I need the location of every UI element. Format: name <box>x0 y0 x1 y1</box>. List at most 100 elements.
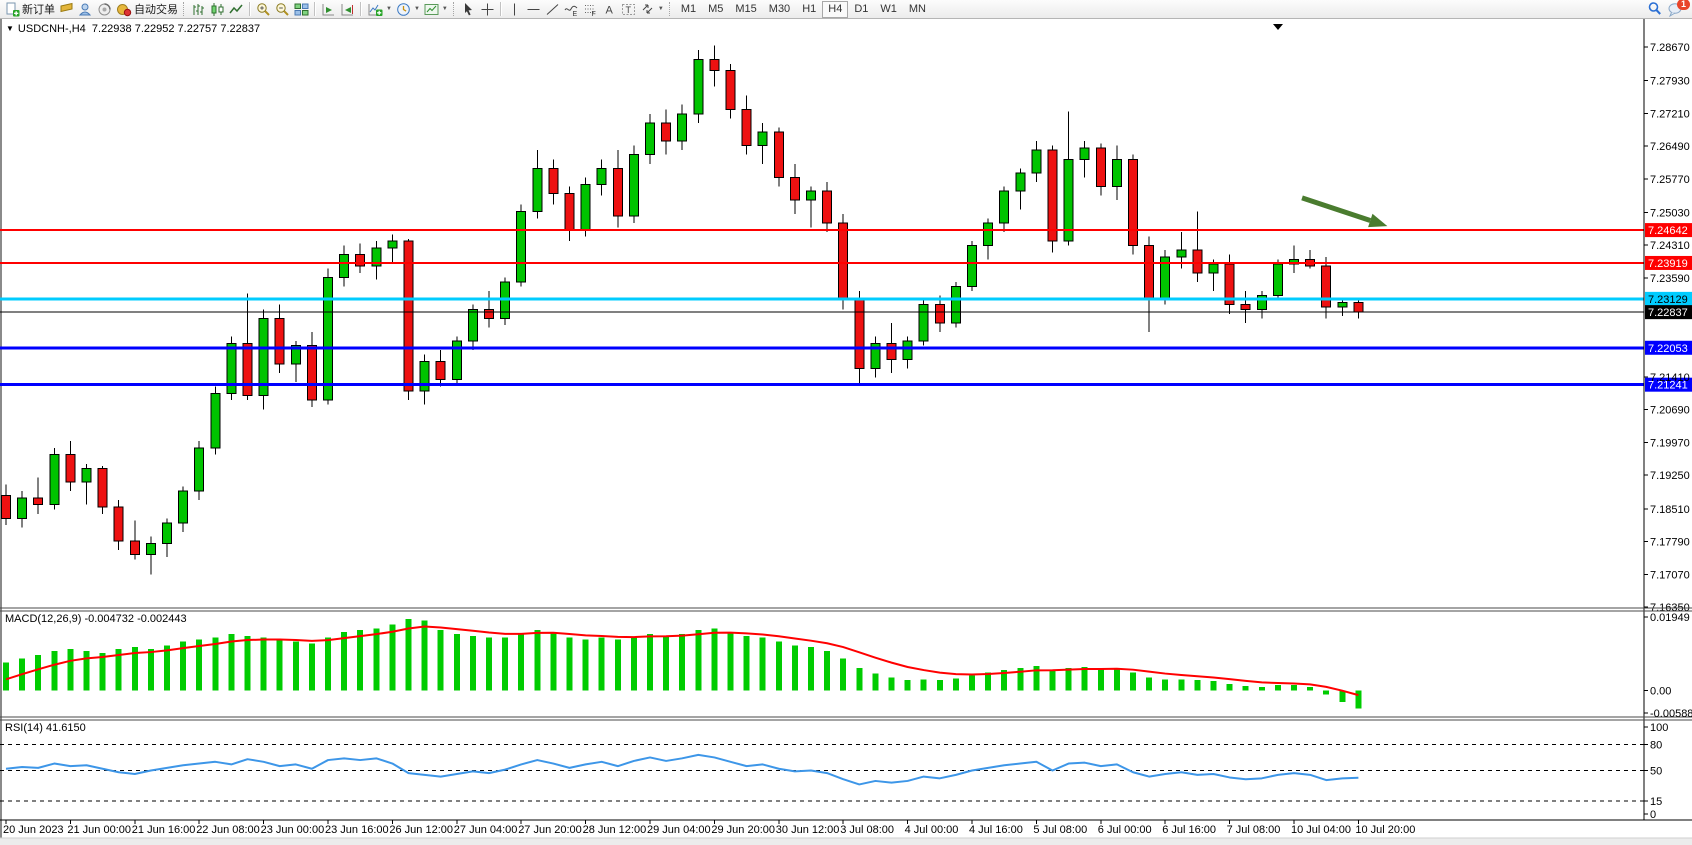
candle-bear <box>1047 149 1058 242</box>
text-label-button[interactable]: T <box>619 1 638 18</box>
toolbar-gripper <box>668 2 672 16</box>
candle-bull <box>902 340 913 360</box>
chart-ohlc-values: 7.22938 7.22952 7.22757 7.22837 <box>91 23 261 35</box>
scroll-to-end-marker[interactable] <box>1273 24 1283 30</box>
line-price-label: 7.23129 <box>1648 294 1688 306</box>
candle-bear <box>484 308 494 319</box>
bar-chart-button[interactable] <box>189 1 208 18</box>
trend-arrow-shaft[interactable] <box>1301 195 1372 223</box>
candle-bear <box>1144 245 1155 301</box>
time-axis-label: 26 Jun 12:00 <box>389 824 453 836</box>
vertical-line-button[interactable] <box>505 1 524 18</box>
candle-bull <box>194 447 205 492</box>
timeframe-H4-button[interactable]: H4 <box>822 0 849 18</box>
market-watch-button[interactable] <box>57 1 76 18</box>
toolbar-gripper <box>183 2 186 16</box>
chart-shift-button[interactable] <box>338 1 357 18</box>
time-axis-label: 29 Jun 04:00 <box>647 824 711 836</box>
data-window-button[interactable] <box>76 1 95 18</box>
line-price-label: 7.22053 <box>1648 343 1688 355</box>
text-label-icon: T <box>621 2 636 17</box>
zoom-in-icon <box>256 2 271 17</box>
line-chart-button[interactable] <box>227 1 246 18</box>
search-button[interactable] <box>1645 1 1665 18</box>
price-axis-label: 7.25770 <box>1650 174 1690 186</box>
candle-bear <box>1128 158 1138 247</box>
auto-scroll-button[interactable] <box>319 1 338 18</box>
toolbar-separator <box>360 2 362 16</box>
candlestick-series <box>1 45 1364 575</box>
timeframe-H1-button[interactable]: H1 <box>802 2 817 15</box>
timeframe-M15-button[interactable]: M15 <box>735 2 757 15</box>
candle-bear <box>242 342 253 397</box>
notifications-button[interactable]: 1 <box>1665 0 1690 18</box>
timeframe-W1-button[interactable]: W1 <box>880 2 897 15</box>
candle-bull <box>387 240 398 249</box>
line-chart-icon <box>229 2 244 17</box>
zoom-out-icon <box>275 2 290 17</box>
new-order-icon <box>5 2 20 17</box>
price-axis-label: 7.25030 <box>1650 207 1690 219</box>
new-order-button[interactable]: 新订单 <box>3 1 57 18</box>
candlestick-chart-button[interactable] <box>208 1 227 18</box>
timeframe-M1-button[interactable]: M1 <box>680 2 697 15</box>
candle-bull <box>1176 249 1187 258</box>
candle-bull <box>290 345 301 365</box>
time-axis-label: 27 Jun 20:00 <box>518 824 582 836</box>
indicators-button[interactable]: ▼ <box>365 1 394 18</box>
timeframe-M30-button[interactable]: M30 <box>768 2 791 15</box>
chart-shift-icon <box>340 2 355 17</box>
candle-bear <box>886 342 897 360</box>
tile-windows-button[interactable] <box>292 1 311 18</box>
time-axis-label: 21 Jun 00:00 <box>67 824 131 836</box>
rsi-indicator-label: RSI(14) 41.6150 <box>5 722 86 734</box>
periods-button[interactable]: ▼ <box>394 1 422 18</box>
templates-button[interactable]: ▼ <box>422 1 450 18</box>
candle-bear <box>65 454 76 483</box>
timeframe-D1-button[interactable]: D1 <box>854 2 869 15</box>
zoom-out-button[interactable] <box>273 1 292 18</box>
candle-bull <box>950 286 961 324</box>
arrows-button[interactable]: ▼ <box>638 1 666 18</box>
trend-arrow-head[interactable] <box>1368 213 1388 228</box>
clock-icon <box>396 2 411 17</box>
window-left-edge <box>0 19 2 845</box>
dropdown-caret: ▼ <box>657 6 664 12</box>
strategy-tester-button[interactable] <box>95 1 114 18</box>
horizontal-line-button[interactable] <box>524 1 543 18</box>
main-toolbar: 新订单 自动交易 ▼ ▼ ▼ E F A T ▼ M1 M5 M15 M30 H1 H4 D… <box>0 0 1692 19</box>
candle-bull <box>210 392 221 449</box>
timeframe-MN-button[interactable]: MN <box>908 2 926 15</box>
crosshair-icon <box>480 2 495 17</box>
text-button[interactable]: A <box>600 1 619 18</box>
data-window-icon <box>78 2 93 17</box>
market-watch-icon <box>59 2 74 17</box>
candle-bear <box>306 345 317 401</box>
candle-bull <box>967 245 977 288</box>
line-price-label-box <box>1645 305 1692 320</box>
auto-trading-icon <box>116 2 132 17</box>
crosshair-button[interactable] <box>478 1 497 18</box>
candle-bull <box>918 304 929 342</box>
chart-collapse-icon[interactable]: ▼ <box>6 24 14 33</box>
time-axis-label: 20 Jun 2023 <box>3 824 64 836</box>
svg-text:A: A <box>605 4 613 16</box>
candle-bear <box>1240 304 1251 310</box>
equidistant-channel-icon: E <box>564 2 579 17</box>
auto-trading-button[interactable]: 自动交易 <box>114 1 180 18</box>
fibonacci-button[interactable]: F <box>581 1 600 18</box>
line-price-label-box <box>1645 291 1692 306</box>
notification-badge: 1 <box>1677 0 1690 10</box>
candle-bull <box>17 497 28 519</box>
equidistant-channel-button[interactable]: E <box>562 1 581 18</box>
chart-symbol-period: USDCNH-,H4 <box>17 23 86 35</box>
cursor-button[interactable] <box>459 1 478 18</box>
candle-bear <box>934 304 945 324</box>
toolbar-separator <box>499 2 502 16</box>
zoom-in-button[interactable] <box>254 1 273 18</box>
timeframe-M5-button[interactable]: M5 <box>708 2 724 15</box>
candle-bear <box>789 176 800 201</box>
rsi-axis-label: 50 <box>1650 766 1662 778</box>
trendline-button[interactable] <box>543 1 562 18</box>
